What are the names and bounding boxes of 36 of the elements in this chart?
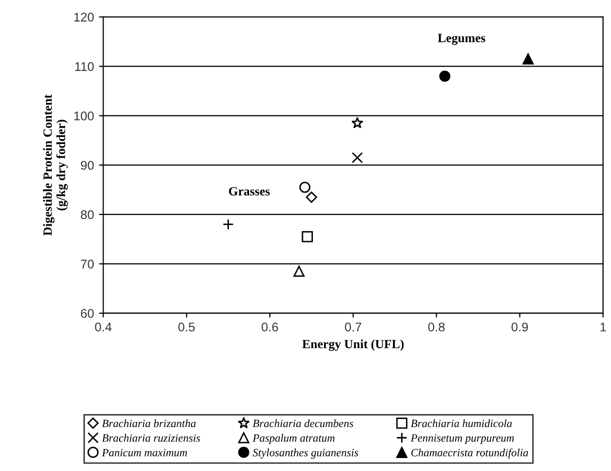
legend-label: Brachiaria brizantha	[102, 419, 196, 428]
x-axis-title: Energy Unit (UFL)	[302, 339, 404, 351]
legend-label: Brachiaria ruziziensis	[102, 434, 200, 442]
point	[222, 218, 234, 230]
legend-label: Brachiaria decumbens	[252, 419, 354, 428]
x-tick-label: 0.5	[178, 322, 195, 332]
y-tick-label: 120	[74, 12, 94, 22]
x-tick-label: 0.8	[428, 322, 445, 332]
x-tick-label: 0.9	[512, 322, 528, 332]
point	[351, 116, 364, 128]
annotation: Legumes	[438, 34, 486, 45]
x-tick-label: 0.7	[344, 322, 362, 332]
point	[299, 182, 310, 193]
y-axis-title: Digestible Protein Content (g/kg dry fodder)	[43, 94, 68, 236]
legend-label: Brachiaria humidicola	[410, 419, 512, 428]
point	[352, 152, 363, 164]
point	[522, 53, 534, 64]
y-tick-label: 100	[74, 112, 94, 120]
legend-label: Paspalum atratum	[252, 434, 335, 444]
legend-label: Panicum maximum	[102, 448, 187, 456]
point	[293, 266, 305, 277]
annotation: Grasses	[228, 187, 270, 196]
y-tick-label: 110	[75, 62, 94, 71]
legend-label: Chamaecrista rotundifolia	[411, 448, 528, 459]
point	[302, 231, 313, 242]
legend-label: Stylosanthes guianensis	[252, 448, 358, 459]
legend-label: Pennisetum purpureum	[410, 434, 514, 444]
y-tick-label: 80	[80, 210, 94, 220]
y-tick-label: 60	[80, 309, 94, 318]
x-tick-label: 0.6	[262, 322, 278, 332]
y-tick-label: 70	[80, 260, 94, 268]
x-tick-label: 0.4	[95, 322, 112, 332]
x-tick-label: 1	[600, 322, 606, 332]
point	[306, 192, 318, 203]
y-tick-label: 90	[80, 160, 94, 170]
point	[439, 70, 450, 82]
